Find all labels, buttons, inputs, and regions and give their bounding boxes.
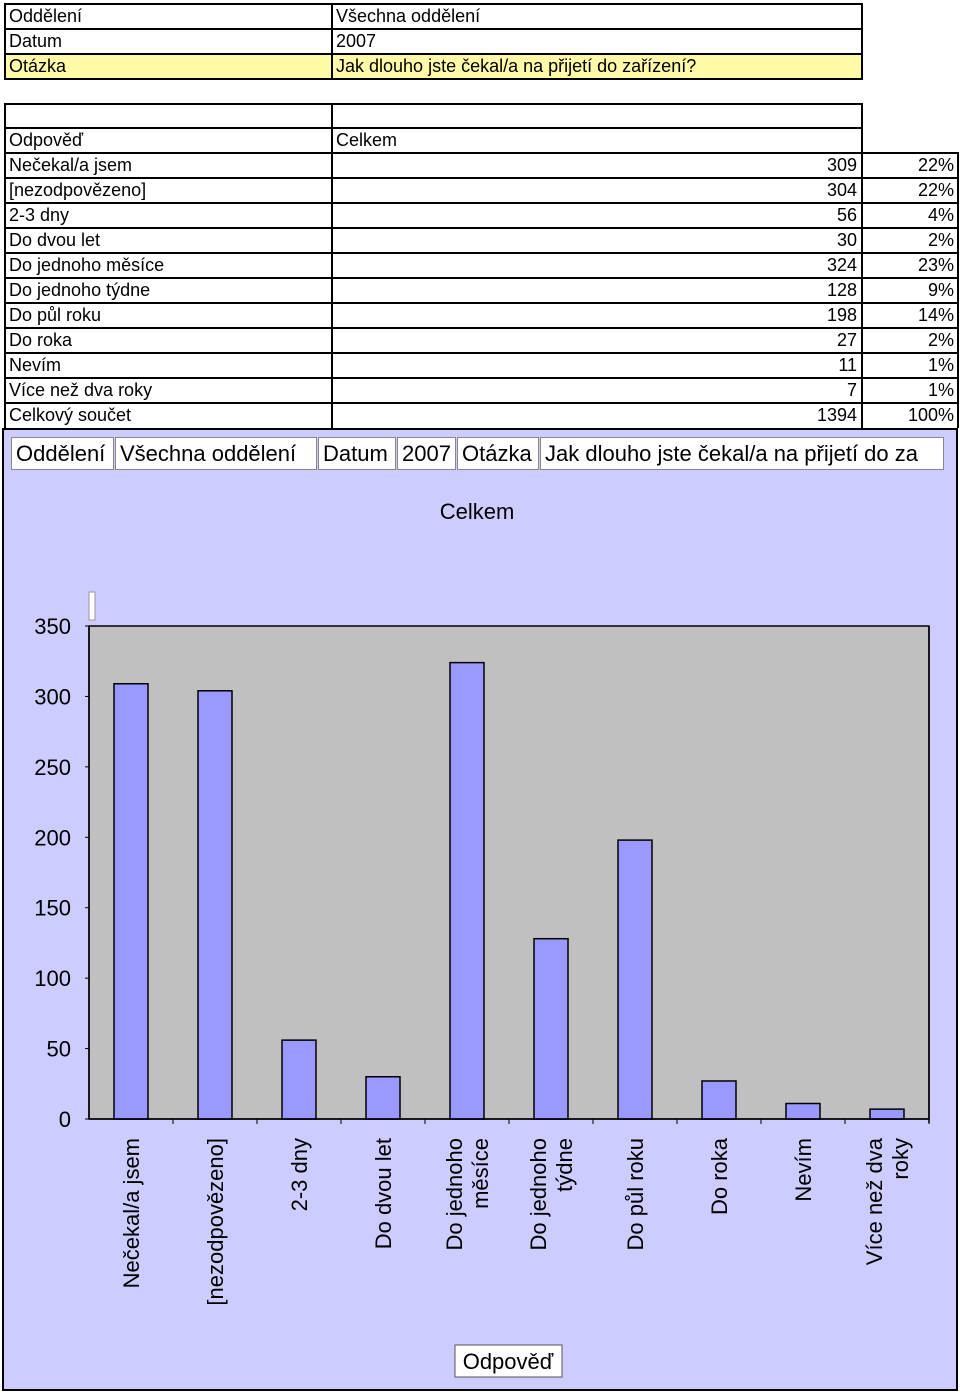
x-tick-label: Nevím xyxy=(791,1138,816,1202)
table-row-count: 324 xyxy=(826,255,857,275)
y-tick-label: 100 xyxy=(34,966,71,991)
x-tick-label: roky xyxy=(888,1138,913,1180)
table-row-percent: 2% xyxy=(927,230,954,250)
chart-filter-question-value[interactable]: Jak dlouho jste čekal/a na přijetí do za xyxy=(540,437,944,470)
table-row-count: 309 xyxy=(826,155,857,175)
header-value-department: Všechna oddělení xyxy=(336,6,481,26)
table-row-percent: 22% xyxy=(917,155,954,175)
table-row-label: Do jednoho měsíce xyxy=(9,255,165,275)
table-row-count: 304 xyxy=(826,180,857,200)
chart-filter-department-label[interactable]: Oddělení xyxy=(11,437,114,470)
y-tick-label: 300 xyxy=(34,684,71,709)
chart-title: Celkem xyxy=(440,499,515,524)
table-row-percent: 1% xyxy=(927,355,954,375)
x-tick-label: Do jednoho xyxy=(442,1138,467,1251)
bar xyxy=(281,1039,317,1120)
table-row-count: 30 xyxy=(836,230,857,250)
chart-filter-date-value[interactable]: 2007 xyxy=(397,437,456,470)
table-row-label: 2-3 dny xyxy=(9,205,70,225)
bar xyxy=(449,661,485,1120)
table-row-count: 1394 xyxy=(816,405,857,425)
bar xyxy=(785,1102,821,1120)
column-header-total: Celkem xyxy=(336,130,398,150)
header-value-question: Jak dlouho jste čekal/a na přijetí do za… xyxy=(332,54,861,79)
y-tick-label: 0 xyxy=(59,1107,71,1132)
x-tick-label: Do roka xyxy=(707,1137,732,1215)
y-tick-label: 50 xyxy=(47,1037,71,1062)
chart-filter-date-label[interactable]: Datum xyxy=(318,437,396,470)
table-row-count: 27 xyxy=(836,330,857,350)
table-row-label: Celkový součet xyxy=(9,405,132,425)
table-row-label: Do roka xyxy=(9,330,73,350)
bar xyxy=(533,937,569,1120)
table-row-count: 56 xyxy=(836,205,857,225)
table-row-count: 198 xyxy=(826,305,857,325)
x-tick-label: 2-3 dny xyxy=(287,1138,312,1211)
header-label-question: Otázka xyxy=(5,54,332,79)
table-row-percent: 9% xyxy=(927,280,954,300)
table-row-count: 7 xyxy=(846,380,857,400)
y-tick-label: 350 xyxy=(34,614,71,639)
table-row-label: Do jednoho týdne xyxy=(9,280,151,300)
x-axis-label: Odpověď xyxy=(463,1349,554,1374)
y-tick-label: 200 xyxy=(34,825,71,850)
x-tick-label: Do jednoho xyxy=(526,1138,551,1251)
table-row-label: Do dvou let xyxy=(9,230,101,250)
x-tick-label: týdne xyxy=(552,1138,577,1192)
chart-filter-department-value[interactable]: Všechna oddělení xyxy=(115,437,317,470)
x-tick-label: Do dvou let xyxy=(371,1138,396,1249)
bar xyxy=(365,1075,401,1120)
table-row-count: 11 xyxy=(838,355,857,375)
x-tick-label: měsíce xyxy=(468,1138,493,1209)
x-tick-label: [nezodpovězeno] xyxy=(203,1138,228,1306)
table-row-label: Nevím xyxy=(9,355,62,375)
table-row-percent: 22% xyxy=(917,180,954,200)
y-tick-label: 150 xyxy=(34,896,71,921)
bar xyxy=(197,690,233,1120)
table-row-label: [nezodpovězeno] xyxy=(9,180,147,200)
x-tick-label: Nečekal/a jsem xyxy=(119,1138,144,1288)
table-row-count: 128 xyxy=(826,280,857,300)
table-row-label: Více než dva roky xyxy=(9,380,153,400)
header-value-date: 2007 xyxy=(336,31,377,51)
table-row-label: Do půl roku xyxy=(9,305,102,325)
table-row-percent: 1% xyxy=(927,380,954,400)
table-row-percent: 23% xyxy=(917,255,954,275)
header-label-date: Datum xyxy=(9,31,63,51)
x-tick-label: Více než dva xyxy=(862,1137,887,1265)
table-row-percent: 2% xyxy=(927,330,954,350)
plot-handle xyxy=(88,591,96,621)
chart-filter-question-label[interactable]: Otázka xyxy=(457,437,539,470)
table-row-percent: 4% xyxy=(927,205,954,225)
x-tick-label: Do půl roku xyxy=(623,1138,648,1251)
bar xyxy=(869,1108,905,1120)
table-row-percent: 14% xyxy=(917,305,954,325)
table-row-percent: 100% xyxy=(907,405,954,425)
bar xyxy=(113,683,149,1120)
header-label-department: Oddělení xyxy=(9,6,83,26)
bar xyxy=(617,839,653,1120)
bar xyxy=(701,1080,737,1120)
x-axis-label-box xyxy=(454,1344,563,1378)
column-header-answer: Odpověď xyxy=(9,130,84,150)
y-tick-label: 250 xyxy=(34,755,71,780)
table-row-label: Nečekal/a jsem xyxy=(9,155,133,175)
